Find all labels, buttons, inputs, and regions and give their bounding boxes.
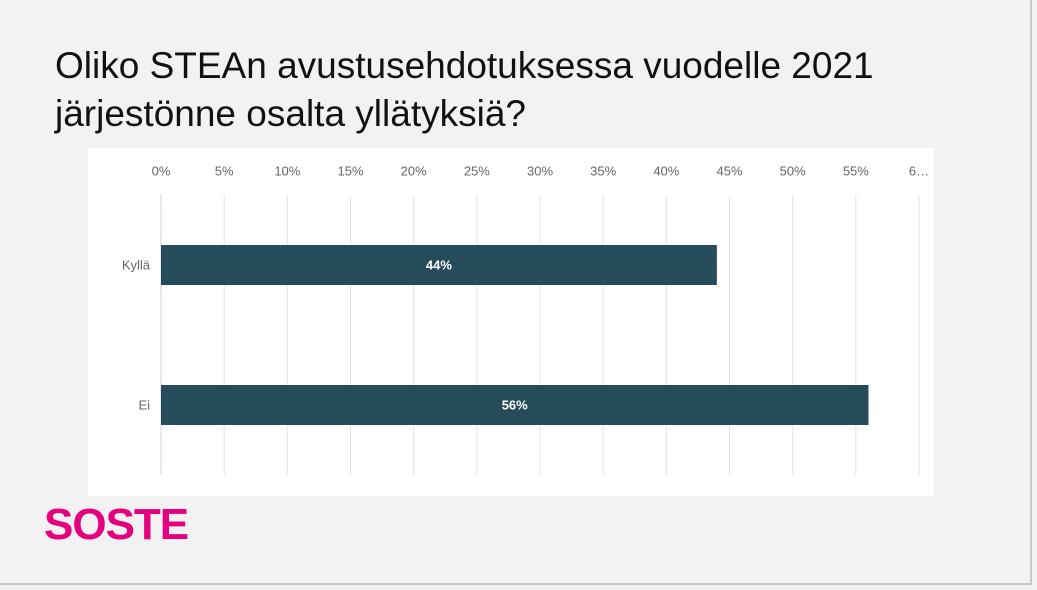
x-tick-label: 20%: [401, 163, 427, 178]
x-tick-label: 0%: [152, 163, 171, 178]
x-tick-label: 15%: [337, 163, 363, 178]
x-tick-label: 50%: [780, 163, 806, 178]
y-tick-label: Ei: [138, 397, 150, 412]
x-tick-label: 10%: [274, 163, 300, 178]
bar: [161, 245, 717, 285]
x-tick-label: 25%: [464, 163, 490, 178]
slide-title: Oliko STEAn avustusehdotuksessa vuodelle…: [55, 45, 874, 134]
x-tick-label: 45%: [716, 163, 742, 178]
x-tick-label: 40%: [653, 163, 679, 178]
logo: SOSTE: [44, 500, 189, 549]
data-label: 44%: [426, 257, 452, 272]
y-tick-label: Kyllä: [122, 257, 151, 272]
chart: 0% 5% 10% 15% 20% 25% 30% 35% 40% 45% 50% 55% 6… Kyll…: [88, 148, 934, 496]
data-label: 56%: [502, 397, 528, 412]
x-tick-label: 5%: [215, 163, 234, 178]
x-tick-label: 6…: [909, 163, 929, 178]
x-tick-label: 35%: [590, 163, 616, 178]
chart-background: [88, 148, 934, 496]
x-tick-label: 30%: [527, 163, 553, 178]
x-tick-label: 55%: [843, 163, 869, 178]
bar: [161, 385, 869, 425]
